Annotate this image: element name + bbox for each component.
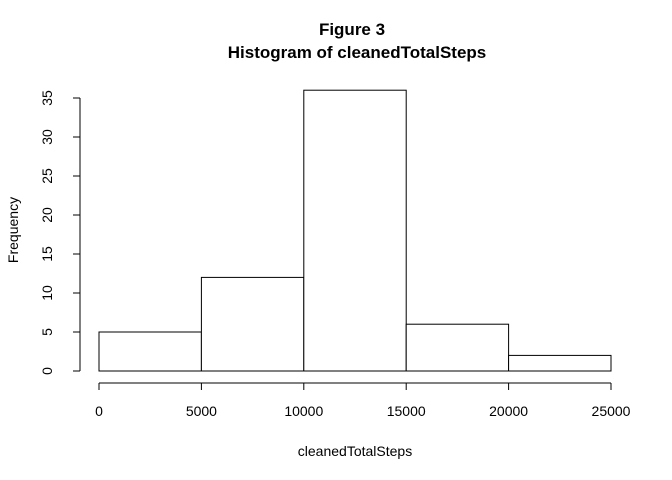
x-tick-label: 10000 (284, 403, 323, 419)
y-tick-label: 30 (39, 129, 55, 145)
y-axis: 0 5 10 15 20 25 30 35 (39, 90, 81, 375)
x-tick-label: 15000 (387, 403, 426, 419)
x-axis-label: cleanedTotalSteps (298, 443, 412, 459)
y-tick-label: 5 (39, 328, 55, 336)
x-tick-label: 5000 (186, 403, 217, 419)
histogram-bar-2 (303, 89, 407, 372)
x-tick-label: 20000 (489, 403, 528, 419)
histogram-bar-4 (508, 354, 612, 372)
y-tick-label: 20 (39, 207, 55, 223)
chart-title: Figure 3 (319, 20, 385, 39)
y-tick-label: 10 (39, 285, 55, 301)
chart-subtitle: Histogram of cleanedTotalSteps (228, 43, 487, 62)
bars-group (98, 89, 612, 372)
x-tick-label: 0 (95, 403, 103, 419)
y-tick-label: 25 (39, 168, 55, 184)
y-tick-label: 0 (39, 367, 55, 375)
x-tick-label: 25000 (592, 403, 631, 419)
x-axis: 0 5000 10000 15000 20000 25000 (95, 382, 631, 419)
histogram-bar-1 (200, 276, 305, 372)
y-tick-label: 35 (39, 90, 55, 106)
y-axis-label: Frequency (5, 197, 21, 263)
y-tick-label: 15 (39, 246, 55, 262)
histogram-bar-0 (98, 331, 202, 372)
histogram-bar-3 (405, 323, 510, 372)
